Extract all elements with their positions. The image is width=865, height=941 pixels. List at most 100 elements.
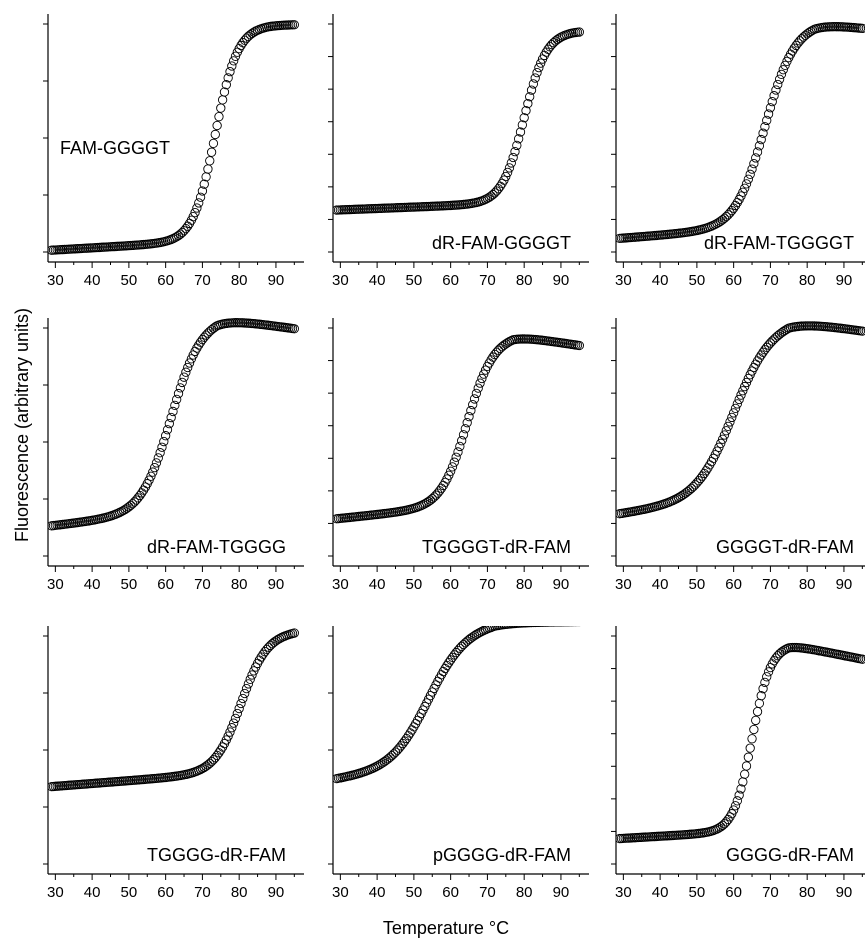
data-point (536, 58, 546, 68)
data-point (208, 138, 219, 149)
data-point (493, 626, 504, 631)
data-point (479, 369, 489, 379)
data-point (773, 79, 783, 90)
data-point (170, 400, 180, 411)
data-point (188, 212, 198, 222)
x-tick-label: 90 (268, 576, 285, 593)
data-point (458, 430, 469, 440)
data-point (501, 171, 511, 182)
panel-label: pGGGG-dR-FAM (433, 845, 571, 865)
panel-label: TGGGG-dR-FAM (147, 845, 286, 865)
x-tick-label: 90 (836, 272, 853, 289)
data-point (576, 626, 579, 627)
data-point (754, 141, 765, 151)
x-tick-label: 70 (762, 884, 779, 901)
data-point (528, 79, 539, 89)
data-point (499, 626, 509, 630)
data-point (486, 626, 496, 633)
data-point (749, 724, 759, 735)
data-point (727, 205, 737, 216)
data-point (216, 103, 226, 113)
x-tick-label: 50 (121, 272, 138, 289)
data-point (510, 146, 520, 157)
data-point (570, 626, 574, 627)
data-point (146, 471, 156, 481)
data-point (462, 418, 472, 428)
x-tick-label: 90 (268, 272, 285, 289)
panel-grid: 30 40 50 60 70 80 90 FAM-GGGGT 30 40 50 60 70 80 90 dR-… (43, 14, 865, 901)
data-point (495, 626, 505, 630)
x-tick-label: 60 (157, 272, 174, 289)
data-point (525, 92, 535, 102)
data-point (532, 626, 539, 628)
panel-5: 30 40 50 60 70 80 90 TGGGGT-dR-FAM (328, 318, 589, 593)
data-point (765, 103, 776, 113)
x-tick-label: 80 (516, 884, 533, 901)
data-point (528, 626, 535, 628)
data-point (769, 91, 779, 101)
panel-7: 30 40 50 60 70 80 90 TGGGG-dR-FAM (43, 626, 304, 901)
data-point (203, 328, 213, 338)
data-point (752, 147, 763, 157)
data-point (771, 332, 781, 343)
data-point (743, 752, 753, 762)
data-point (217, 95, 228, 105)
data-point (514, 134, 524, 144)
data-point (477, 373, 487, 384)
x-tick-label: 60 (157, 576, 174, 593)
data-point (173, 388, 184, 399)
data-point (762, 672, 772, 682)
data-point (553, 626, 558, 627)
data-point (396, 741, 406, 751)
x-tick-label: 40 (84, 272, 101, 289)
data-point (751, 153, 761, 163)
x-tick-label: 60 (725, 272, 742, 289)
x-tick-label: 60 (442, 576, 459, 593)
data-point (503, 626, 512, 629)
data-point (440, 663, 450, 674)
data-point (458, 639, 469, 650)
data-point (126, 500, 136, 510)
data-point (230, 51, 241, 61)
x-tick-label: 70 (194, 576, 211, 593)
data-point (686, 483, 697, 494)
data-point (133, 493, 143, 503)
panel-6: 30 40 50 60 70 80 90 GGGGT-dR-FAM (611, 318, 865, 593)
data-series (333, 626, 581, 784)
data-point (190, 207, 200, 218)
x-tick-label: 80 (231, 576, 248, 593)
panel-label: dR-FAM-GGGGT (432, 233, 571, 253)
x-tick-label: 30 (332, 576, 349, 593)
data-point (508, 152, 518, 163)
data-point (574, 626, 578, 627)
data-point (488, 352, 498, 362)
data-point (229, 718, 239, 728)
data-point (164, 419, 174, 429)
x-tick-label: 50 (406, 576, 423, 593)
data-point (555, 626, 560, 627)
data-point (756, 134, 766, 145)
data-point (455, 441, 465, 452)
data-point (526, 85, 537, 95)
data-point (491, 186, 502, 196)
x-tick-label: 30 (615, 884, 632, 901)
data-point (179, 372, 189, 382)
data-point (398, 738, 408, 749)
x-tick-label: 30 (47, 576, 64, 593)
data-point (716, 438, 726, 448)
data-point (447, 462, 458, 472)
x-tick-label: 30 (615, 576, 632, 593)
data-point (466, 405, 476, 416)
data-point (521, 105, 531, 116)
data-point (493, 345, 504, 355)
data-point (530, 626, 537, 628)
data-point (457, 436, 467, 446)
data-point (543, 44, 553, 54)
data-point (734, 790, 744, 800)
data-point (504, 163, 515, 173)
data-point (543, 626, 549, 627)
data-point (223, 73, 233, 83)
x-tick-label: 40 (652, 884, 669, 901)
data-point (736, 390, 746, 400)
